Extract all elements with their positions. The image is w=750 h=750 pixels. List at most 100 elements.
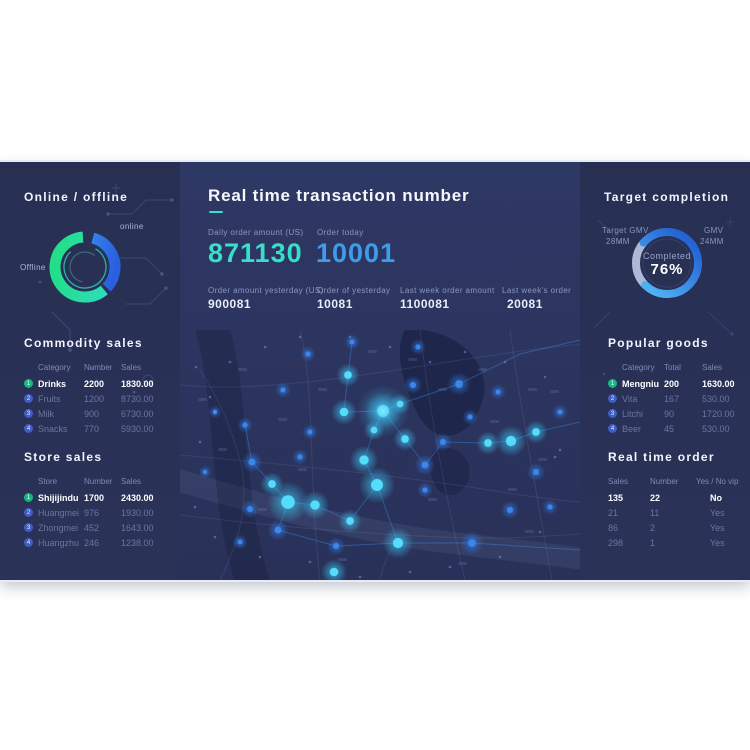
rank-badge: 4 xyxy=(24,538,33,547)
rank-badge: 2 xyxy=(608,394,617,403)
column-header: Number xyxy=(84,476,113,486)
table-cell: 2200 xyxy=(84,378,105,389)
table-cell: 2430.00 xyxy=(121,492,154,503)
table-cell: 8730.00 xyxy=(121,393,154,404)
store-sales-title: Store sales xyxy=(24,450,103,464)
completed-value: 76% xyxy=(650,261,684,278)
stat-label: Order of yesterday xyxy=(317,286,391,295)
map-landmass xyxy=(399,330,485,436)
store-sales-table: Store Number Sales 1 Shijijindu 1700 243… xyxy=(24,472,177,550)
column-header: Total xyxy=(664,362,681,372)
column-header: Number xyxy=(84,362,113,372)
table-cell: Milk xyxy=(38,408,54,419)
map-label-marks xyxy=(198,350,559,565)
column-header: Sales xyxy=(121,476,142,486)
table-cell: 135 xyxy=(608,492,624,503)
gmv-label: GMV xyxy=(704,226,724,235)
table-cell: 22 xyxy=(650,492,661,503)
stat-value: 20081 xyxy=(507,297,543,311)
table-cell: Mengniu xyxy=(622,378,659,389)
table-cell: 900 xyxy=(84,408,100,419)
rank-badge: 4 xyxy=(608,424,617,433)
table-cell: 2 xyxy=(650,522,656,533)
stat-label: Order amount yesterday (US) xyxy=(208,286,324,295)
online-offline-donut-chart xyxy=(49,231,121,303)
table-cell: Zhongmei xyxy=(38,522,79,533)
target-completion-title: Target completion xyxy=(604,190,730,204)
rank-badge: 1 xyxy=(24,493,33,502)
table-cell: 5930.00 xyxy=(121,423,154,434)
table-cell: 298 xyxy=(608,537,624,548)
table-cell: 1238.00 xyxy=(121,537,154,548)
table-cell: 976 xyxy=(84,507,100,518)
table-cell: Beer xyxy=(622,423,642,434)
stat-label: Order today xyxy=(317,228,364,237)
column-header: Sales xyxy=(702,362,723,372)
table-cell: Vita xyxy=(622,393,638,404)
table-cell: 1630.00 xyxy=(702,378,735,389)
offline-label: Offline xyxy=(20,263,46,272)
table-cell: No xyxy=(710,492,722,503)
title-accent-dash xyxy=(209,211,223,213)
rank-badge: 2 xyxy=(24,394,33,403)
online-label: online xyxy=(120,222,144,231)
stat-label: Last week order amount xyxy=(400,286,495,295)
target-completion-donut-chart xyxy=(632,228,702,298)
table-cell: 167 xyxy=(664,393,680,404)
rank-badge: 1 xyxy=(608,379,617,388)
rank-badge: 1 xyxy=(24,379,33,388)
commodity-sales-title: Commodity sales xyxy=(24,336,143,350)
donut-center-text: Completed 76% xyxy=(632,251,702,278)
table-cell: 200 xyxy=(664,378,680,389)
rank-badge: 3 xyxy=(24,409,33,418)
table-cell: 6730.00 xyxy=(121,408,154,419)
table-cell: Yes xyxy=(710,522,725,533)
table-cell: 1720.00 xyxy=(702,408,735,419)
table-cell: 90 xyxy=(664,408,675,419)
real-time-order-title: Real time order xyxy=(608,450,715,464)
column-header: Number xyxy=(650,476,679,486)
stat-label: Daily order amount (US) xyxy=(208,228,304,237)
table-cell: 1 xyxy=(650,537,656,548)
target-gmv-value: 28MM xyxy=(606,237,630,246)
real-time-order-table: Sales Number Yes / No vip 135 22 No 21 1… xyxy=(608,472,750,550)
table-cell: Fruits xyxy=(38,393,61,404)
column-header: Store xyxy=(38,476,58,486)
table-cell: 1200 xyxy=(84,393,105,404)
table-cell: 770 xyxy=(84,423,100,434)
popular-goods-table: Category Total Sales 1 Mengniu 200 1630.… xyxy=(608,358,750,436)
table-cell: 1830.00 xyxy=(121,378,154,389)
target-gmv-label: Target GMV xyxy=(602,226,649,235)
stat-value: 1100081 xyxy=(400,297,450,311)
rank-badge: 3 xyxy=(24,523,33,532)
popular-goods-title: Popular goods xyxy=(608,336,709,350)
stat-label: Last week's order xyxy=(502,286,572,295)
table-cell: 21 xyxy=(608,507,619,518)
column-header: Category xyxy=(622,362,655,372)
table-cell: Yes xyxy=(710,537,725,548)
table-cell: 530.00 xyxy=(702,423,730,434)
column-header: Sales xyxy=(121,362,142,372)
stat-value: 10081 xyxy=(317,297,353,311)
stat-value-daily-order-amount: 871130 xyxy=(208,238,303,268)
table-cell: 45 xyxy=(664,423,675,434)
table-cell: 1700 xyxy=(84,492,105,503)
table-cell: 246 xyxy=(84,537,100,548)
map-main-hub-glow xyxy=(357,385,409,437)
commodity-sales-table: Category Number Sales 1 Drinks 2200 1830… xyxy=(24,358,177,436)
table-cell: 11 xyxy=(650,507,660,518)
circuit-decoration-icon xyxy=(593,218,734,376)
right-panel: Target completion Completed 76% Target G… xyxy=(580,162,750,580)
page-title: Real time transaction number xyxy=(208,186,470,205)
table-cell: Huangzhu xyxy=(38,537,80,548)
center-panel: Real time transaction number Daily order… xyxy=(180,162,580,580)
table-cell: Drinks xyxy=(38,378,67,389)
circuit-decoration-icon xyxy=(38,184,174,394)
table-cell: 86 xyxy=(608,522,619,533)
table-cell: Shijijindu xyxy=(38,492,79,503)
table-cell: Litchi xyxy=(622,408,644,419)
table-cell: 1930.00 xyxy=(121,507,154,518)
column-header: Yes / No vip xyxy=(696,476,739,486)
table-cell: Snacks xyxy=(38,423,68,434)
table-cell: Huangmei xyxy=(38,507,80,518)
